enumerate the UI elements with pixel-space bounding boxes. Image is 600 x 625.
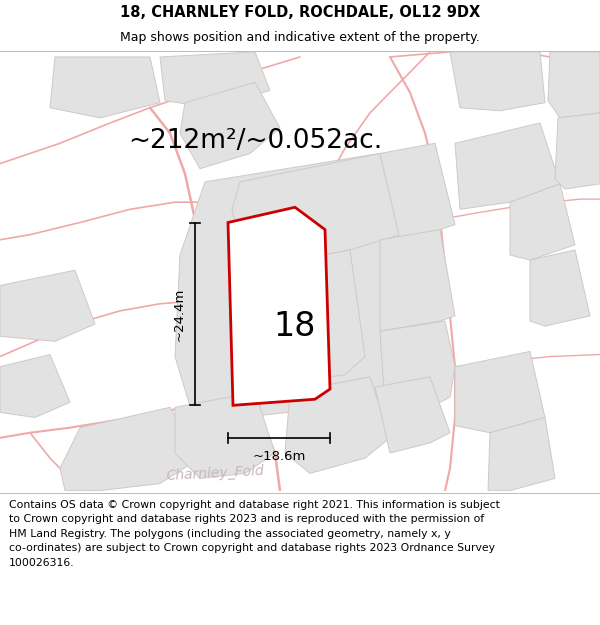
Polygon shape <box>530 250 590 326</box>
Polygon shape <box>375 377 450 453</box>
Polygon shape <box>555 112 600 189</box>
Polygon shape <box>488 418 555 491</box>
Polygon shape <box>285 377 390 473</box>
Text: Map shows position and indicative extent of the property.: Map shows position and indicative extent… <box>120 31 480 44</box>
Text: ~24.4m: ~24.4m <box>173 288 185 341</box>
Polygon shape <box>160 52 270 107</box>
Polygon shape <box>235 250 365 387</box>
Text: 18, CHARNLEY FOLD, ROCHDALE, OL12 9DX: 18, CHARNLEY FOLD, ROCHDALE, OL12 9DX <box>120 6 480 21</box>
Polygon shape <box>0 354 70 418</box>
Polygon shape <box>380 229 455 331</box>
Polygon shape <box>380 321 455 412</box>
Polygon shape <box>50 57 160 118</box>
Polygon shape <box>175 153 430 423</box>
Polygon shape <box>380 143 455 240</box>
Polygon shape <box>455 351 545 432</box>
Text: 18: 18 <box>274 309 316 342</box>
Polygon shape <box>548 52 600 118</box>
Polygon shape <box>455 123 560 209</box>
Polygon shape <box>0 270 95 341</box>
Polygon shape <box>510 184 575 260</box>
Polygon shape <box>180 82 280 169</box>
Polygon shape <box>60 408 200 491</box>
Polygon shape <box>232 153 400 270</box>
Polygon shape <box>228 208 330 405</box>
Text: Contains OS data © Crown copyright and database right 2021. This information is : Contains OS data © Crown copyright and d… <box>9 500 500 568</box>
Polygon shape <box>175 392 275 479</box>
Polygon shape <box>450 52 545 111</box>
Text: ~18.6m: ~18.6m <box>253 449 305 462</box>
Text: ~212m²/~0.052ac.: ~212m²/~0.052ac. <box>128 128 382 154</box>
Text: Charnley_Fold: Charnley_Fold <box>166 464 265 483</box>
